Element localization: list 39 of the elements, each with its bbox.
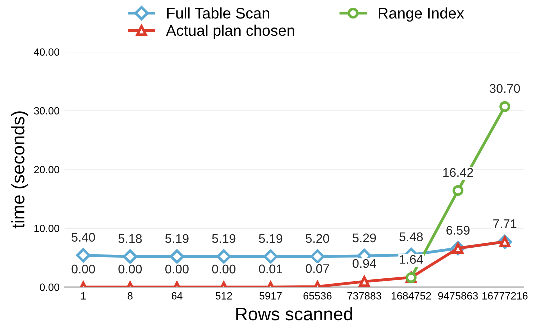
- data-label: 0.00: [118, 264, 142, 274]
- data-label: 5.18: [118, 234, 142, 244]
- x-tick-label: 5917: [260, 292, 282, 300]
- legend-label: Actual plan chosen: [166, 24, 294, 40]
- y-tick-label: 0.00: [40, 284, 60, 292]
- y-tick-label: 40.00: [34, 48, 60, 56]
- x-tick-label: 1: [81, 292, 86, 300]
- x-tick-label: 16777216: [482, 292, 528, 300]
- x-axis-title: Rows scanned: [236, 307, 352, 321]
- y-tick-label: 20.00: [34, 166, 60, 174]
- legend-label: Full Table Scan: [167, 8, 270, 19]
- data-label: 5.40: [72, 233, 96, 242]
- data-label: 0.00: [212, 264, 236, 274]
- data-label: 5.19: [166, 234, 189, 244]
- y-axis-title: time (seconds): [11, 112, 28, 229]
- y-tick-label: 30.00: [34, 107, 60, 115]
- x-tick-label: 512: [216, 292, 232, 300]
- data-label: 0.94: [352, 259, 376, 268]
- data-label: 0.07: [306, 264, 330, 274]
- data-label: 5.20: [306, 234, 330, 244]
- data-label: 5.29: [352, 234, 376, 243]
- x-tick-label: 8: [128, 292, 133, 300]
- x-tick-label: 1684752: [392, 292, 432, 300]
- data-label: 0.01: [259, 264, 282, 274]
- data-label: 5.48: [400, 232, 424, 242]
- x-tick-label: 64: [172, 292, 183, 300]
- y-tick-label: 10.00: [34, 224, 60, 232]
- data-label: 30.70: [490, 84, 520, 94]
- legend-label: Range Index: [379, 8, 464, 22]
- x-tick-label: 9475863: [438, 292, 478, 300]
- data-label: 5.19: [259, 234, 282, 244]
- data-label: 16.42: [444, 168, 474, 178]
- data-label: 7.71: [494, 220, 517, 228]
- x-tick-label: 737883: [348, 292, 382, 300]
- data-label: 0.00: [166, 264, 189, 274]
- data-label: 0.00: [72, 264, 96, 274]
- data-label: 6.59: [446, 226, 470, 235]
- x-tick-label: 65536: [304, 292, 332, 300]
- data-label: 5.19: [212, 234, 236, 244]
